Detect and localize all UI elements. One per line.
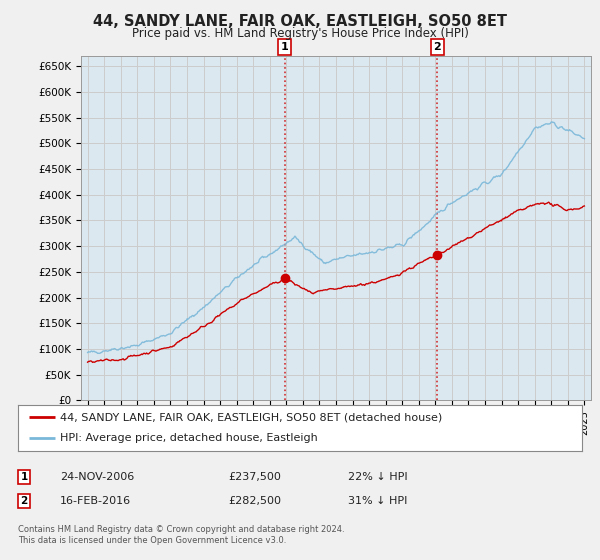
Text: 44, SANDY LANE, FAIR OAK, EASTLEIGH, SO50 8ET (detached house): 44, SANDY LANE, FAIR OAK, EASTLEIGH, SO5… — [60, 412, 443, 422]
Text: 31% ↓ HPI: 31% ↓ HPI — [348, 496, 407, 506]
Text: £282,500: £282,500 — [228, 496, 281, 506]
Text: 16-FEB-2016: 16-FEB-2016 — [60, 496, 131, 506]
Text: 2: 2 — [433, 42, 441, 52]
Text: Contains HM Land Registry data © Crown copyright and database right 2024.
This d: Contains HM Land Registry data © Crown c… — [18, 525, 344, 545]
Text: HPI: Average price, detached house, Eastleigh: HPI: Average price, detached house, East… — [60, 433, 318, 444]
Text: 44, SANDY LANE, FAIR OAK, EASTLEIGH, SO50 8ET: 44, SANDY LANE, FAIR OAK, EASTLEIGH, SO5… — [93, 14, 507, 29]
Text: 1: 1 — [20, 472, 28, 482]
Text: Price paid vs. HM Land Registry's House Price Index (HPI): Price paid vs. HM Land Registry's House … — [131, 27, 469, 40]
Text: 2: 2 — [20, 496, 28, 506]
Text: 24-NOV-2006: 24-NOV-2006 — [60, 472, 134, 482]
Text: £237,500: £237,500 — [228, 472, 281, 482]
Text: 1: 1 — [281, 42, 289, 52]
Text: 22% ↓ HPI: 22% ↓ HPI — [348, 472, 407, 482]
